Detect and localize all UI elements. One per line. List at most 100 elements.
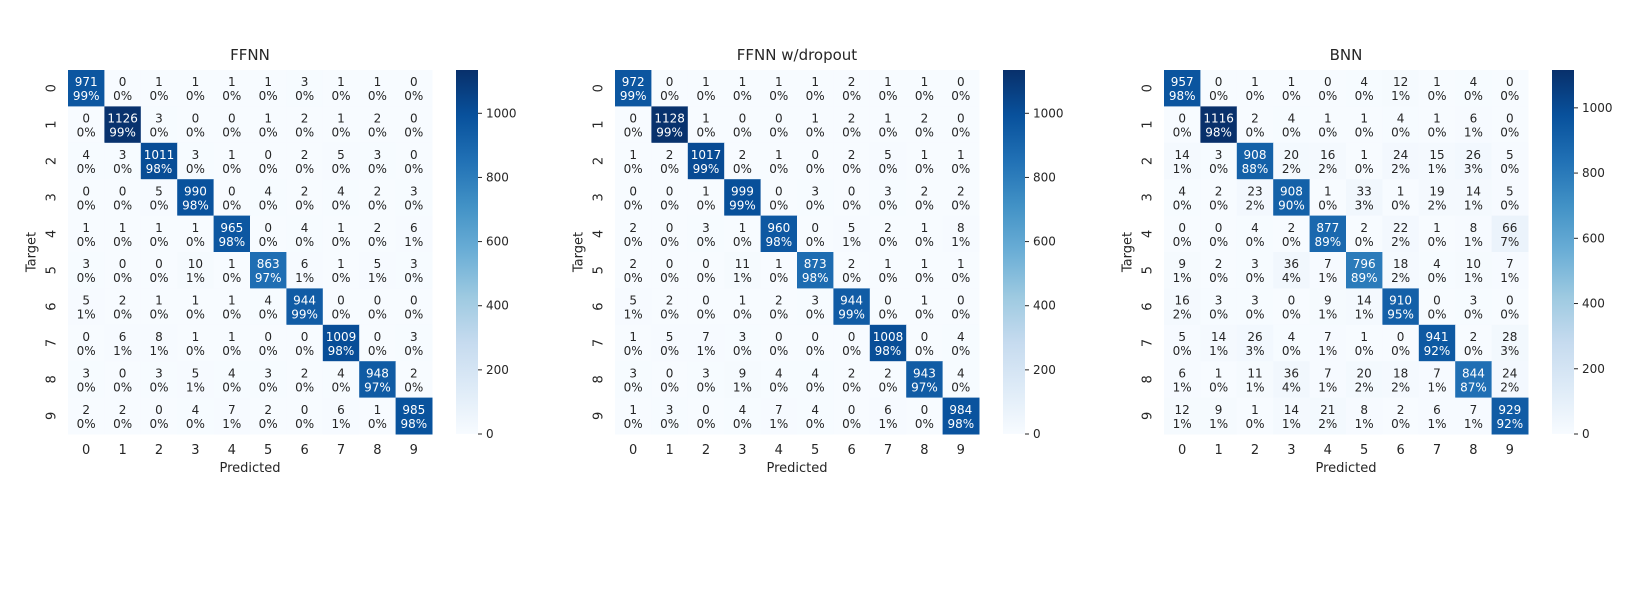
heatmap-cell <box>651 142 689 180</box>
heatmap-cell <box>322 142 360 180</box>
cell-percent-label: 0% <box>1500 198 1519 212</box>
heatmap-cell <box>104 70 142 107</box>
cell-percent-label: 3% <box>1355 198 1374 212</box>
cell-percent-label: 1% <box>1427 380 1446 394</box>
cell-count-label: 1 <box>775 148 783 162</box>
heatmap-cell <box>1491 288 1529 326</box>
cell-percent-label: 0% <box>1282 308 1301 322</box>
cell-percent-label: 0% <box>696 308 715 322</box>
heatmap-cell <box>1491 142 1529 180</box>
cell-percent-label: 0% <box>295 344 314 358</box>
cell-percent-label: 0% <box>1245 89 1264 103</box>
cell-percent-label: 0% <box>733 308 752 322</box>
heatmap-cell <box>869 361 907 399</box>
heatmap-cell <box>797 179 834 217</box>
heatmap-cell <box>1491 215 1529 253</box>
heatmap-cell <box>1164 288 1201 326</box>
heatmap-cell <box>395 142 433 180</box>
cell-percent-label: 0% <box>259 380 278 394</box>
heatmap-cell <box>250 106 287 144</box>
cell-percent-label: 0% <box>77 380 96 394</box>
heatmap-cell <box>1164 70 1201 107</box>
colorbar-tick-label: 200 <box>486 363 509 377</box>
y-tick-label: 2 <box>45 157 60 165</box>
cell-count-label: 0 <box>811 221 819 235</box>
cell-percent-label: 0% <box>624 271 643 285</box>
heatmap-cell <box>869 179 907 217</box>
heatmap-cell <box>797 288 834 326</box>
cell-count-label: 0 <box>119 75 127 89</box>
cell-count-label: 0 <box>264 221 272 235</box>
cell-percent-label: 3% <box>1464 162 1483 176</box>
cell-percent-label: 1% <box>186 271 205 285</box>
cell-percent-label: 0% <box>331 198 350 212</box>
cell-count-label: 1 <box>1251 75 1259 89</box>
cell-count-label: 2 <box>848 366 856 380</box>
x-tick-label: 3 <box>1287 443 1295 458</box>
cell-percent-label: 0% <box>1282 89 1301 103</box>
y-tick-label: 5 <box>45 266 60 274</box>
cell-count-label: 1 <box>1251 403 1259 417</box>
x-tick-label: 4 <box>1324 443 1332 458</box>
cell-count-label: 2 <box>1251 112 1259 126</box>
x-tick-label: 7 <box>884 443 892 458</box>
heatmap-cell <box>687 397 725 435</box>
cell-percent-label: 97% <box>255 271 282 285</box>
cell-count-label: 4 <box>1251 221 1259 235</box>
cell-percent-label: 0% <box>368 344 387 358</box>
cell-percent-label: 0% <box>842 417 861 431</box>
heatmap-cell <box>687 106 725 144</box>
cell-percent-label: 0% <box>186 344 205 358</box>
cell-count-label: 5 <box>629 294 637 308</box>
cell-percent-label: 98% <box>218 235 245 249</box>
heatmap-cell <box>724 324 762 362</box>
cell-percent-label: 0% <box>951 162 970 176</box>
cell-count-label: 0 <box>666 366 674 380</box>
cell-count-label: 9 <box>1215 403 1223 417</box>
heatmap-cell <box>68 142 105 180</box>
cell-count-label: 2 <box>1470 330 1478 344</box>
cell-percent-label: 1% <box>1464 126 1483 140</box>
heatmap-cell <box>1346 106 1383 144</box>
cell-count-label: 910 <box>1389 294 1412 308</box>
cell-percent-label: 0% <box>331 89 350 103</box>
heatmap-cell <box>651 252 689 289</box>
cell-percent-label: 0% <box>1282 126 1301 140</box>
y-tick-label: 9 <box>592 412 607 420</box>
cell-count-label: 26 <box>1247 330 1262 344</box>
y-tick-label: 5 <box>1141 266 1156 274</box>
x-tick-label: 7 <box>337 443 345 458</box>
y-axis-label: Target <box>25 232 40 273</box>
heatmap-cell <box>1236 397 1274 435</box>
cell-count-label: 0 <box>410 294 418 308</box>
cell-percent-label: 0% <box>951 308 970 322</box>
cell-percent-label: 0% <box>1391 417 1410 431</box>
cell-count-label: 1128 <box>654 112 685 126</box>
heatmap-cell <box>942 70 980 107</box>
cell-percent-label: 99% <box>693 162 720 176</box>
x-tick-label: 0 <box>82 443 90 458</box>
heatmap-cell <box>687 361 725 399</box>
heatmap-cell <box>177 179 215 217</box>
cell-percent-label: 0% <box>624 235 643 249</box>
cell-percent-label: 0% <box>404 126 423 140</box>
cell-percent-label: 0% <box>624 344 643 358</box>
cell-count-label: 1 <box>1360 330 1368 344</box>
cell-percent-label: 0% <box>222 380 241 394</box>
cell-count-label: 4 <box>82 148 90 162</box>
heatmap-cell <box>797 252 834 289</box>
heatmap-cell <box>869 70 907 107</box>
heatmap-cell <box>797 215 834 253</box>
cell-count-label: 14 <box>1211 330 1226 344</box>
cell-count-label: 0 <box>957 294 965 308</box>
cell-percent-label: 0% <box>186 126 205 140</box>
cell-count-label: 1017 <box>691 148 722 162</box>
cell-percent-label: 0% <box>222 198 241 212</box>
heatmap-cell <box>250 142 287 180</box>
y-tick-label: 3 <box>1141 193 1156 201</box>
cell-percent-label: 0% <box>1500 162 1519 176</box>
cell-count-label: 36 <box>1284 257 1299 271</box>
cell-percent-label: 0% <box>806 235 825 249</box>
cell-percent-label: 0% <box>1173 344 1192 358</box>
cell-percent-label: 1% <box>1464 271 1483 285</box>
